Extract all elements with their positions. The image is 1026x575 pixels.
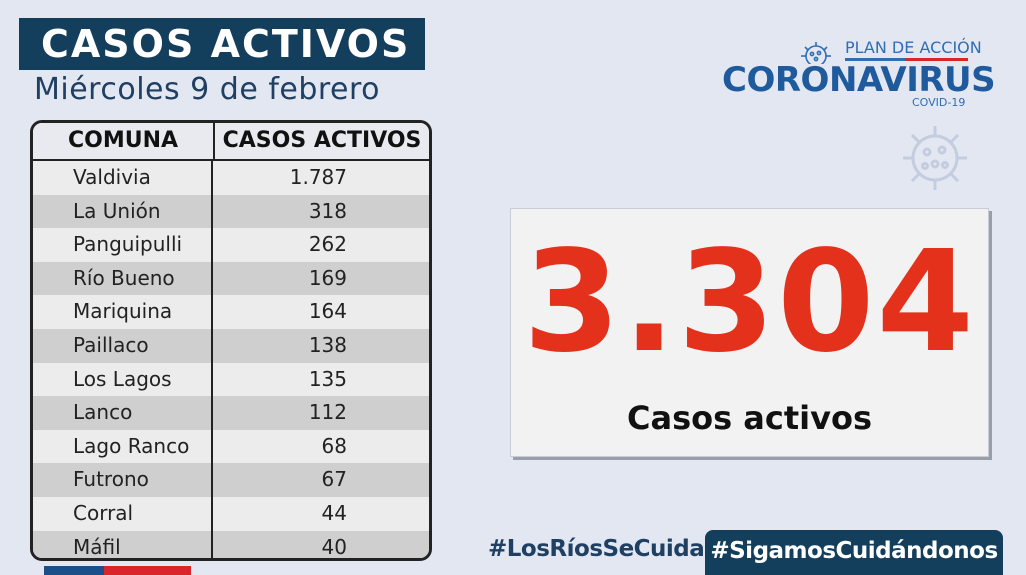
- comuna-cell: Valdivia: [33, 161, 213, 195]
- total-active-cases: 3.304: [523, 221, 976, 384]
- hashtag-losrios: #LosRíosSeCuida: [488, 536, 705, 562]
- flag-stripe: [44, 566, 191, 575]
- casos-cell: 44: [321, 500, 347, 525]
- casos-cell: 262: [308, 232, 347, 257]
- casos-cell: 1.787: [289, 165, 347, 189]
- column-header-casos: CASOS ACTIVOS: [222, 128, 422, 153]
- logo-plan-text: PLAN DE ACCIÓN: [845, 38, 982, 57]
- virus-icon: [801, 42, 831, 64]
- date-subtitle: Miércoles 9 de febrero: [34, 72, 381, 107]
- casos-cell: 68: [321, 433, 347, 458]
- cases-table: COMUNA CASOS ACTIVOS Valdivia 1.787 La Uni…: [30, 120, 432, 561]
- comuna-cell: Los Lagos: [33, 362, 213, 397]
- casos-cell: 318: [308, 198, 347, 223]
- casos-cell: 67: [321, 467, 347, 492]
- comuna-cell: Mariquina: [33, 295, 213, 329]
- total-card: 3.304 Casos activos: [510, 208, 989, 457]
- casos-cell: 169: [308, 265, 347, 290]
- virus-watermark-icon: [903, 126, 967, 190]
- table-row: Corral 44: [33, 496, 429, 531]
- comuna-cell: Lago Ranco: [33, 429, 213, 464]
- casos-cell: 135: [308, 366, 347, 391]
- comuna-cell: Río Bueno: [33, 261, 213, 296]
- table-row: Lanco 112: [33, 396, 429, 430]
- table-header: COMUNA CASOS ACTIVOS: [33, 123, 429, 161]
- table-row: Futrono 67: [33, 463, 429, 497]
- total-label: Casos activos: [626, 399, 872, 437]
- hashtag-sigamos: #SigamosCuidándonos: [705, 530, 1003, 575]
- table-row: Lago Ranco 68: [33, 429, 429, 464]
- table-row: La Unión 318: [33, 194, 429, 229]
- comuna-cell: La Unión: [33, 194, 213, 229]
- table-row: Los Lagos 135: [33, 362, 429, 397]
- casos-cell: 112: [308, 400, 347, 425]
- comuna-cell: Panguipulli: [33, 228, 213, 262]
- logo-underline: [845, 58, 968, 61]
- table-body: Valdivia 1.787 La Unión 318 Panguipulli 262 Rí…: [33, 161, 429, 559]
- casos-cell: 164: [308, 299, 347, 324]
- comuna-cell: Paillaco: [33, 328, 213, 363]
- comuna-cell: Lanco: [33, 396, 213, 430]
- table-row: Mariquina 164: [33, 295, 429, 329]
- table-row: Panguipulli 262: [33, 228, 429, 262]
- table-row: Río Bueno 169: [33, 261, 429, 296]
- casos-cell: 40: [321, 534, 347, 559]
- comuna-cell: Máfil: [33, 530, 213, 558]
- table-row: Máfil 40: [33, 530, 429, 559]
- table-row: Valdivia 1.787: [33, 161, 429, 195]
- comuna-cell: Corral: [33, 496, 213, 531]
- casos-cell: 138: [308, 332, 347, 357]
- logo-covid: COVID-19: [912, 96, 966, 109]
- page-title: CASOS ACTIVOS: [19, 18, 425, 70]
- logo-coronavirus: CORONAVIRUS: [722, 60, 996, 100]
- comuna-cell: Futrono: [33, 463, 213, 497]
- column-header-comuna: COMUNA: [33, 123, 215, 159]
- table-row: Paillaco 138: [33, 328, 429, 363]
